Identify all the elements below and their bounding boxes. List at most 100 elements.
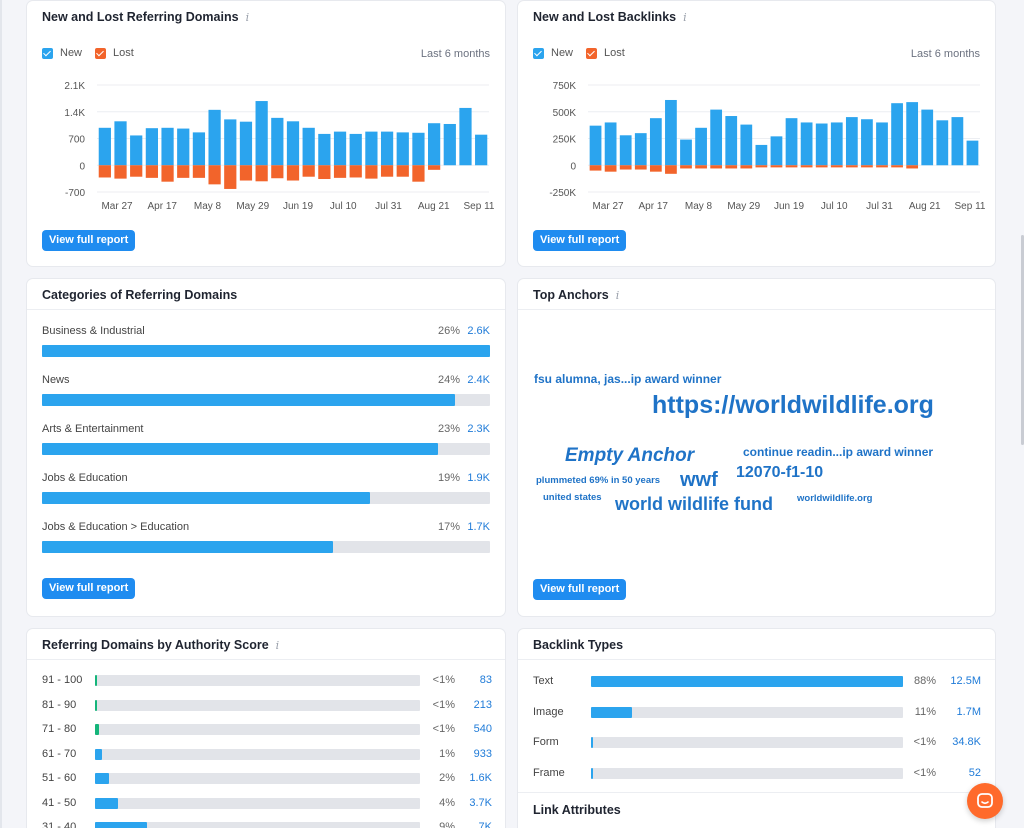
backlink-type-row[interactable]: Image 11% 1.7M xyxy=(533,705,981,719)
bar-new[interactable] xyxy=(208,109,221,166)
bar-lost[interactable] xyxy=(740,165,753,169)
page-scrollbar[interactable] xyxy=(1021,235,1024,445)
bar-lost[interactable] xyxy=(634,165,647,170)
anchor-word[interactable]: https://worldwildlife.org xyxy=(652,391,934,419)
bar-new[interactable] xyxy=(634,133,647,166)
info-icon[interactable]: i xyxy=(615,289,620,302)
anchor-word[interactable]: Empty Anchor xyxy=(565,445,695,466)
bar-lost[interactable] xyxy=(145,165,158,178)
bar-new[interactable] xyxy=(921,109,934,166)
bar-lost[interactable] xyxy=(800,165,813,168)
checkbox-icon[interactable] xyxy=(533,47,544,59)
bar-lost[interactable] xyxy=(224,165,237,189)
bar-lost[interactable] xyxy=(114,165,127,179)
bar-lost[interactable] xyxy=(906,165,919,169)
bar-lost[interactable] xyxy=(380,165,394,177)
bar-new[interactable] xyxy=(428,123,441,166)
view-full-report-button[interactable]: View full report xyxy=(42,230,136,251)
bar-new[interactable] xyxy=(861,119,873,166)
bar-new[interactable] xyxy=(443,123,456,166)
bar-lost[interactable] xyxy=(830,165,843,168)
bar-new[interactable] xyxy=(710,109,723,166)
bar-new[interactable] xyxy=(800,122,813,166)
bar-new[interactable] xyxy=(830,122,843,166)
bar-new[interactable] xyxy=(845,117,858,166)
bar-lost[interactable] xyxy=(710,165,723,169)
anchor-word[interactable]: continue readin...ip award winner xyxy=(743,445,934,459)
bar-new[interactable] xyxy=(130,135,143,166)
chat-button[interactable] xyxy=(967,783,1003,819)
info-icon[interactable]: i xyxy=(245,11,250,24)
bar-new[interactable] xyxy=(239,121,253,166)
bar-new[interactable] xyxy=(725,116,738,166)
bar-lost[interactable] xyxy=(396,165,409,177)
bar-lost[interactable] xyxy=(192,165,206,178)
authority-score-row[interactable]: 81 - 90 <1% 213 xyxy=(42,698,492,712)
bar-lost[interactable] xyxy=(770,165,783,168)
authority-score-row[interactable]: 51 - 60 2% 1.6K xyxy=(42,771,492,785)
bar-lost[interactable] xyxy=(349,165,362,178)
bar-new[interactable] xyxy=(951,117,964,166)
legend-new-toggle[interactable]: New xyxy=(42,47,82,59)
bar-lost[interactable] xyxy=(665,165,677,174)
checkbox-icon[interactable] xyxy=(42,47,53,59)
view-full-report-button[interactable]: View full report xyxy=(533,579,627,600)
category-row[interactable]: Arts & Entertainment 23% 2.3K xyxy=(42,423,490,457)
bar-new[interactable] xyxy=(665,99,677,166)
score-count[interactable]: 933 xyxy=(473,747,492,760)
bar-new[interactable] xyxy=(380,131,394,166)
category-count[interactable]: 2.4K xyxy=(467,374,490,386)
bar-new[interactable] xyxy=(145,128,158,166)
bar-lost[interactable] xyxy=(130,165,143,177)
legend-new-toggle[interactable]: New xyxy=(533,47,573,59)
bar-lost[interactable] xyxy=(680,165,692,169)
anchor-word[interactable]: world wildlife fund xyxy=(615,494,773,514)
bar-lost[interactable] xyxy=(891,165,903,168)
bar-lost[interactable] xyxy=(161,165,174,182)
legend-lost-toggle[interactable]: Lost xyxy=(586,47,625,59)
bar-new[interactable] xyxy=(302,127,315,166)
bar-lost[interactable] xyxy=(589,165,602,171)
bar-lost[interactable] xyxy=(695,165,707,169)
bar-new[interactable] xyxy=(224,119,237,166)
bar-lost[interactable] xyxy=(649,165,662,172)
bar-lost[interactable] xyxy=(428,165,441,170)
bar-new[interactable] xyxy=(255,101,268,166)
bar-new[interactable] xyxy=(755,144,768,166)
bar-new[interactable] xyxy=(271,117,284,166)
backlink-type-row[interactable]: Form <1% 34.8K xyxy=(533,735,981,749)
bar-lost[interactable] xyxy=(815,165,828,168)
category-row[interactable]: Jobs & Education 19% 1.9K xyxy=(42,472,490,506)
authority-score-row[interactable]: 71 - 80 <1% 540 xyxy=(42,722,492,736)
anchor-word[interactable]: fsu alumna, jas...ip award winner xyxy=(534,372,722,386)
bar-lost[interactable] xyxy=(286,165,300,181)
checkbox-icon[interactable] xyxy=(586,47,598,59)
bar-new[interactable] xyxy=(161,127,174,166)
score-count[interactable]: 3.7K xyxy=(469,796,492,809)
bar-lost[interactable] xyxy=(302,165,315,177)
bar-lost[interactable] xyxy=(785,165,798,168)
category-row[interactable]: Business & Industrial 26% 2.6K xyxy=(42,325,490,359)
authority-score-row[interactable]: 91 - 100 <1% 83 xyxy=(42,673,492,687)
backlink-type-count[interactable]: 34.8K xyxy=(952,736,981,748)
authority-score-row[interactable]: 61 - 70 1% 933 xyxy=(42,747,492,761)
category-row[interactable]: News 24% 2.4K xyxy=(42,374,490,408)
bar-lost[interactable] xyxy=(177,165,190,178)
category-count[interactable]: 1.7K xyxy=(467,521,490,533)
authority-score-row[interactable]: 31 - 40 9% 7K xyxy=(42,820,492,828)
bar-new[interactable] xyxy=(695,127,707,166)
bar-new[interactable] xyxy=(349,133,362,166)
bar-lost[interactable] xyxy=(208,165,221,185)
bar-new[interactable] xyxy=(891,103,903,166)
bar-new[interactable] xyxy=(177,128,190,166)
anchor-word[interactable]: wwf xyxy=(680,469,718,491)
bar-new[interactable] xyxy=(966,140,979,166)
bar-lost[interactable] xyxy=(318,165,331,180)
score-count[interactable]: 213 xyxy=(473,698,492,711)
checkbox-icon[interactable] xyxy=(95,47,107,59)
bar-new[interactable] xyxy=(604,122,617,166)
bar-lost[interactable] xyxy=(845,165,858,168)
bar-new[interactable] xyxy=(680,139,692,166)
info-icon[interactable]: i xyxy=(275,639,280,652)
bar-new[interactable] xyxy=(649,118,662,166)
